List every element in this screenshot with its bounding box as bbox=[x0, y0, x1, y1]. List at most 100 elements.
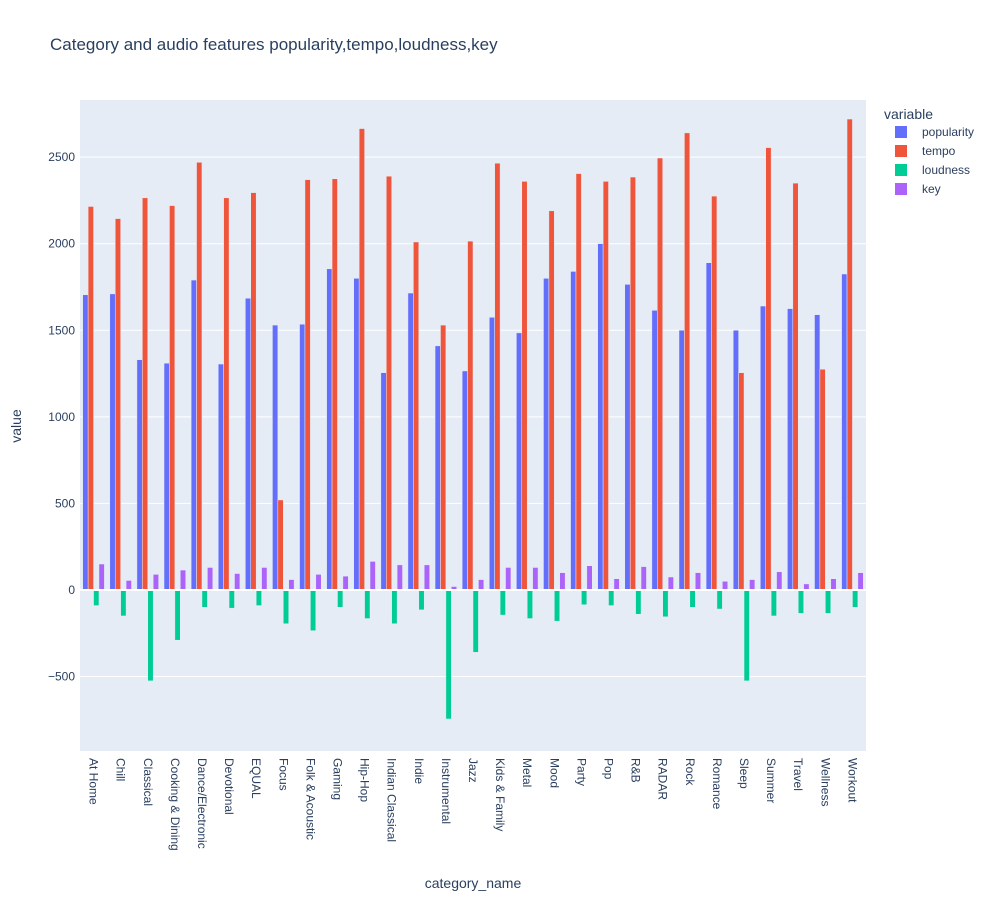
bar-popularity[interactable] bbox=[217, 363, 224, 591]
bar-key[interactable] bbox=[261, 567, 268, 591]
bar-loudness[interactable] bbox=[445, 589, 452, 720]
legend-swatch-loudness[interactable] bbox=[895, 164, 907, 176]
bar-popularity[interactable] bbox=[516, 332, 523, 591]
bar-loudness[interactable] bbox=[120, 589, 127, 617]
bar-loudness[interactable] bbox=[825, 589, 832, 614]
bar-loudness[interactable] bbox=[635, 589, 642, 615]
bar-loudness[interactable] bbox=[581, 589, 588, 605]
bar-loudness[interactable] bbox=[716, 589, 723, 610]
bar-popularity[interactable] bbox=[380, 372, 387, 591]
bar-tempo[interactable] bbox=[819, 368, 826, 591]
bar-loudness[interactable] bbox=[255, 589, 262, 606]
bar-key[interactable] bbox=[342, 575, 349, 591]
bar-popularity[interactable] bbox=[136, 359, 143, 591]
bar-loudness[interactable] bbox=[662, 589, 669, 618]
bar-key[interactable] bbox=[695, 572, 701, 591]
bar-tempo[interactable] bbox=[250, 192, 257, 591]
bar-loudness[interactable] bbox=[337, 589, 344, 608]
bar-tempo[interactable] bbox=[765, 147, 772, 591]
bar-tempo[interactable] bbox=[657, 157, 663, 591]
bar-tempo[interactable] bbox=[684, 132, 691, 591]
bar-popularity[interactable] bbox=[163, 362, 170, 591]
bar-loudness[interactable] bbox=[689, 589, 696, 608]
bar-popularity[interactable] bbox=[787, 308, 794, 591]
bar-popularity[interactable] bbox=[407, 292, 414, 591]
bar-tempo[interactable] bbox=[602, 181, 609, 591]
bar-popularity[interactable] bbox=[814, 314, 821, 591]
bar-key[interactable] bbox=[559, 572, 566, 591]
bar-popularity[interactable] bbox=[624, 284, 631, 591]
bar-key[interactable] bbox=[396, 564, 403, 591]
bar-key[interactable] bbox=[98, 563, 105, 591]
legend-swatch-popularity[interactable] bbox=[895, 126, 907, 138]
bar-loudness[interactable] bbox=[310, 589, 317, 631]
bar-tempo[interactable] bbox=[142, 197, 149, 591]
bar-loudness[interactable] bbox=[499, 589, 506, 616]
bar-tempo[interactable] bbox=[331, 178, 338, 591]
bar-key[interactable] bbox=[505, 567, 512, 591]
bar-popularity[interactable] bbox=[489, 317, 495, 591]
bar-popularity[interactable] bbox=[570, 271, 577, 591]
bar-popularity[interactable] bbox=[190, 279, 197, 591]
bar-popularity[interactable] bbox=[109, 293, 116, 591]
bar-loudness[interactable] bbox=[364, 589, 371, 619]
bar-loudness[interactable] bbox=[174, 589, 181, 641]
bar-popularity[interactable] bbox=[461, 370, 468, 591]
bar-popularity[interactable] bbox=[543, 278, 550, 591]
bar-popularity[interactable] bbox=[82, 294, 89, 591]
bar-loudness[interactable] bbox=[797, 589, 804, 614]
bar-tempo[interactable] bbox=[114, 218, 121, 591]
bar-tempo[interactable] bbox=[521, 181, 528, 591]
bar-key[interactable] bbox=[722, 581, 729, 591]
bar-popularity[interactable] bbox=[597, 243, 604, 591]
bar-key[interactable] bbox=[586, 565, 593, 591]
bar-tempo[interactable] bbox=[738, 372, 745, 591]
bar-loudness[interactable] bbox=[526, 589, 533, 619]
bar-tempo[interactable] bbox=[358, 128, 365, 591]
bar-key[interactable] bbox=[288, 579, 295, 591]
bar-key[interactable] bbox=[180, 569, 186, 591]
bar-tempo[interactable] bbox=[87, 206, 94, 591]
bar-popularity[interactable] bbox=[841, 273, 848, 591]
bar-popularity[interactable] bbox=[245, 297, 252, 591]
bar-key[interactable] bbox=[315, 574, 322, 591]
bar-popularity[interactable] bbox=[678, 330, 685, 591]
bar-tempo[interactable] bbox=[467, 240, 474, 591]
bar-tempo[interactable] bbox=[413, 241, 420, 591]
bar-loudness[interactable] bbox=[608, 589, 615, 606]
bar-key[interactable] bbox=[532, 567, 539, 591]
bar-tempo[interactable] bbox=[629, 176, 636, 591]
legend-label-key[interactable]: key bbox=[922, 182, 941, 196]
legend-label-tempo[interactable]: tempo bbox=[922, 144, 956, 158]
bar-key[interactable] bbox=[478, 579, 485, 591]
legend-label-loudness[interactable]: loudness bbox=[922, 163, 970, 177]
bar-popularity[interactable] bbox=[272, 324, 279, 591]
bar-tempo[interactable] bbox=[575, 173, 582, 591]
bar-key[interactable] bbox=[830, 578, 837, 591]
bar-loudness[interactable] bbox=[147, 589, 154, 682]
bar-key[interactable] bbox=[152, 574, 159, 591]
bar-key[interactable] bbox=[423, 564, 430, 591]
bar-popularity[interactable] bbox=[760, 305, 766, 591]
bar-loudness[interactable] bbox=[472, 589, 479, 653]
bar-key[interactable] bbox=[234, 573, 241, 591]
bar-loudness[interactable] bbox=[852, 589, 859, 608]
bar-tempo[interactable] bbox=[304, 179, 311, 591]
bar-key[interactable] bbox=[613, 578, 620, 591]
bar-key[interactable] bbox=[640, 566, 647, 591]
bar-key[interactable] bbox=[776, 571, 783, 591]
bar-popularity[interactable] bbox=[353, 278, 360, 591]
bar-key[interactable] bbox=[857, 572, 864, 591]
bar-loudness[interactable] bbox=[283, 589, 289, 624]
bar-tempo[interactable] bbox=[169, 205, 176, 591]
bar-loudness[interactable] bbox=[554, 589, 560, 622]
bar-popularity[interactable] bbox=[434, 345, 441, 591]
bar-loudness[interactable] bbox=[201, 589, 208, 608]
bar-popularity[interactable] bbox=[651, 310, 658, 591]
bar-popularity[interactable] bbox=[326, 268, 333, 591]
bar-key[interactable] bbox=[125, 580, 132, 591]
bar-tempo[interactable] bbox=[792, 182, 799, 591]
bar-tempo[interactable] bbox=[711, 195, 718, 591]
bar-loudness[interactable] bbox=[770, 589, 777, 617]
bar-popularity[interactable] bbox=[299, 323, 306, 591]
